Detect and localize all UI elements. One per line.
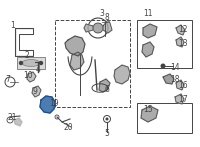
Text: 2: 2 — [25, 51, 29, 61]
Polygon shape — [84, 24, 93, 32]
Text: 16: 16 — [178, 81, 188, 91]
Text: 8: 8 — [105, 14, 109, 22]
Text: 4: 4 — [36, 66, 40, 75]
Text: 10: 10 — [23, 71, 33, 81]
Polygon shape — [175, 94, 184, 104]
Bar — [137, 103, 192, 133]
Polygon shape — [40, 96, 55, 113]
Text: 7: 7 — [6, 76, 10, 85]
Polygon shape — [176, 37, 184, 47]
Text: 15: 15 — [143, 106, 153, 115]
Polygon shape — [114, 65, 130, 84]
Text: 9: 9 — [33, 87, 37, 96]
Text: 14: 14 — [170, 64, 180, 72]
Text: 17: 17 — [178, 96, 188, 105]
Polygon shape — [99, 79, 110, 92]
Polygon shape — [176, 25, 185, 35]
Bar — [137, 20, 192, 68]
Text: 12: 12 — [178, 25, 188, 35]
Text: 20: 20 — [63, 122, 73, 132]
Bar — [55, 20, 130, 107]
Text: 1: 1 — [11, 21, 15, 30]
Circle shape — [20, 61, 22, 65]
Ellipse shape — [22, 60, 40, 66]
Polygon shape — [15, 28, 33, 56]
Text: 5: 5 — [105, 130, 109, 138]
Polygon shape — [27, 72, 36, 82]
Polygon shape — [14, 118, 22, 126]
Circle shape — [93, 23, 103, 33]
Circle shape — [160, 64, 166, 69]
Polygon shape — [70, 52, 84, 70]
Circle shape — [40, 61, 42, 65]
Polygon shape — [65, 36, 85, 56]
Polygon shape — [103, 20, 112, 33]
Polygon shape — [176, 80, 184, 90]
Text: 3: 3 — [100, 10, 104, 19]
Text: 6: 6 — [105, 85, 109, 93]
Text: 18: 18 — [170, 75, 180, 83]
Polygon shape — [142, 42, 154, 57]
Polygon shape — [143, 24, 157, 38]
Text: 21: 21 — [7, 113, 17, 122]
Polygon shape — [32, 86, 41, 97]
Text: 11: 11 — [143, 10, 153, 19]
Polygon shape — [163, 74, 174, 84]
Text: 13: 13 — [178, 39, 188, 47]
Text: 19: 19 — [49, 100, 59, 108]
Polygon shape — [17, 30, 33, 54]
Bar — [17, 57, 45, 69]
Polygon shape — [141, 106, 158, 122]
Circle shape — [106, 117, 108, 121]
